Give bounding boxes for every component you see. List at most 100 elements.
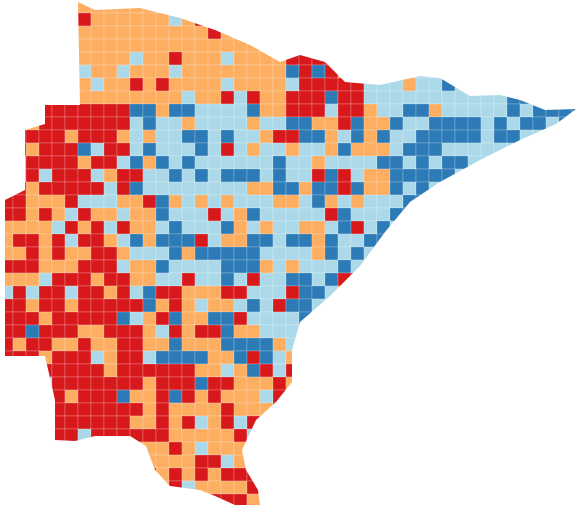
precinct [506, 246, 521, 261]
precinct [51, 493, 66, 505]
precinct [246, 337, 261, 352]
precinct [311, 155, 326, 170]
precinct [116, 90, 131, 105]
precinct [168, 298, 183, 313]
precinct [363, 168, 378, 183]
precinct [532, 350, 547, 365]
precinct [311, 90, 326, 105]
precinct [194, 454, 209, 469]
precinct [103, 51, 118, 66]
precinct [545, 324, 560, 339]
precinct [233, 415, 248, 430]
precinct [532, 90, 547, 105]
precinct [324, 233, 339, 248]
precinct [350, 350, 365, 365]
precinct [5, 12, 14, 27]
precinct [233, 428, 248, 443]
precinct [207, 194, 222, 209]
precinct [12, 220, 27, 235]
precinct [272, 402, 287, 417]
precinct [155, 493, 170, 505]
precinct [311, 194, 326, 209]
precinct [415, 259, 430, 274]
precinct [64, 12, 79, 27]
precinct [194, 441, 209, 456]
precinct [77, 285, 92, 300]
precinct [220, 220, 235, 235]
precinct [311, 246, 326, 261]
precinct [116, 155, 131, 170]
precinct [285, 194, 300, 209]
precinct [558, 272, 573, 287]
precinct [389, 454, 404, 469]
precinct [493, 51, 508, 66]
precinct [142, 428, 157, 443]
precinct [545, 220, 560, 235]
precinct [571, 389, 576, 404]
precinct [480, 428, 495, 443]
precinct [103, 233, 118, 248]
precinct [415, 376, 430, 391]
precinct [64, 2, 79, 14]
precinct [272, 77, 287, 92]
precinct [155, 480, 170, 495]
precinct [506, 116, 521, 131]
precinct [155, 467, 170, 482]
precinct [51, 415, 66, 430]
precinct [402, 220, 417, 235]
precinct [415, 298, 430, 313]
precinct [402, 324, 417, 339]
precinct [207, 12, 222, 27]
precinct [571, 181, 576, 196]
precinct [116, 103, 131, 118]
precinct [532, 116, 547, 131]
precinct [350, 25, 365, 40]
precinct [545, 116, 560, 131]
precinct [272, 90, 287, 105]
precinct [454, 467, 469, 482]
precinct [520, 507, 533, 511]
precinct [402, 168, 417, 183]
precinct [168, 129, 183, 144]
precinct [207, 90, 222, 105]
precinct [207, 129, 222, 144]
precinct [441, 246, 456, 261]
precinct [5, 402, 14, 417]
precinct [324, 285, 339, 300]
precinct [389, 25, 404, 40]
precinct [38, 311, 53, 326]
precinct [38, 90, 53, 105]
precinct [155, 363, 170, 378]
precinct [142, 90, 157, 105]
precinct [441, 51, 456, 66]
precinct [428, 337, 443, 352]
precinct [558, 389, 573, 404]
precinct [194, 77, 209, 92]
precinct [532, 129, 547, 144]
precinct [181, 337, 196, 352]
precinct [12, 311, 27, 326]
precinct [454, 376, 469, 391]
precinct [311, 77, 326, 92]
precinct [467, 389, 482, 404]
precinct [402, 480, 417, 495]
precinct [220, 298, 235, 313]
precinct [246, 155, 261, 170]
precinct [350, 103, 365, 118]
precinct [64, 311, 79, 326]
precinct [38, 337, 53, 352]
precinct [5, 415, 14, 430]
precinct [155, 2, 170, 14]
precinct [493, 129, 508, 144]
precinct [5, 493, 14, 505]
precinct [5, 376, 14, 391]
precinct [129, 51, 144, 66]
precinct [90, 25, 105, 40]
precinct [311, 129, 326, 144]
precinct [194, 402, 209, 417]
precinct [116, 168, 131, 183]
precinct [390, 507, 403, 511]
precinct [220, 428, 235, 443]
precinct [311, 272, 326, 287]
precinct [259, 155, 274, 170]
